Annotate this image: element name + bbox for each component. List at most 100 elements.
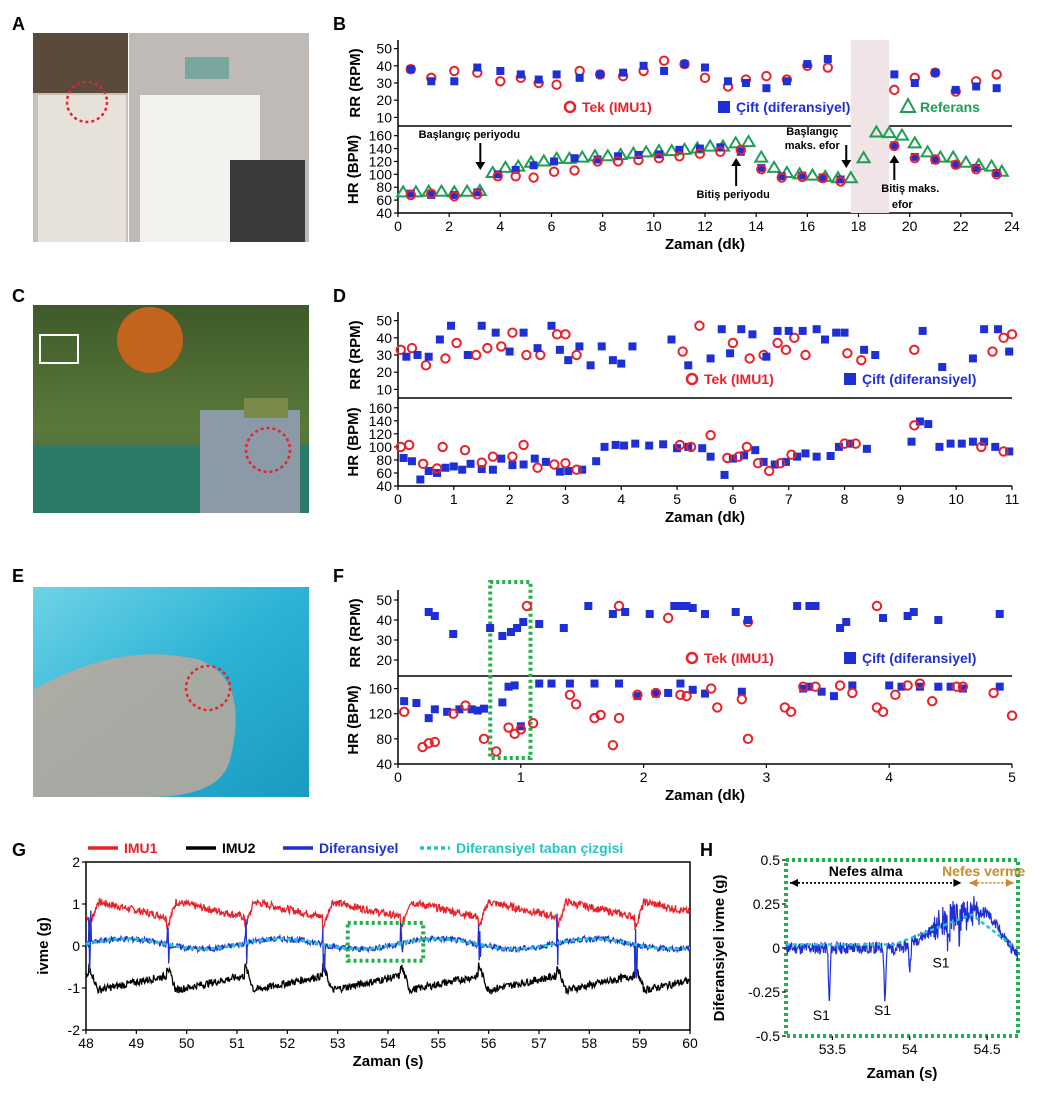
hr-single-point [705,683,717,694]
hr-single-point [775,457,786,469]
rr-ytick-label: 50 [376,41,392,57]
d-legend-marker-pair [844,373,856,385]
rr-pair-point [823,54,832,63]
hr-single-point [478,733,490,745]
g-legend-label-0: IMU1 [124,840,158,856]
hr-pair-point [578,465,587,474]
hr-single-point [595,709,606,721]
hr-ytick-label: 140 [369,141,393,157]
x-xtick-label: 6 [548,218,556,234]
hr-ref-point [881,125,897,139]
rr-single-point [679,58,690,70]
rr-pair-point [463,351,472,359]
rr-pair-point [430,612,439,620]
hr-single-point [405,189,416,201]
hr-pair-point [511,165,520,174]
rr-pair-point [701,63,709,72]
hr-ytick-label: 100 [369,166,393,182]
rr-ylabel: RR (RPM) [347,598,364,667]
rr-pair-point [533,344,542,353]
rr-pair-point [931,68,940,77]
hr-ytick-label: 80 [376,452,392,468]
hr-ytick-label: 60 [376,465,392,481]
hr-single-point [403,439,415,451]
g-xtick-label: 52 [280,1035,296,1051]
hr-single-point [776,172,787,183]
rr-single-point [1006,329,1018,340]
hr-ref-point [894,127,910,141]
rr-pair-point [628,342,637,351]
hr-pair-point [992,169,1001,178]
x-xtick-label: 0 [394,218,402,234]
rr-pair-point [784,326,793,335]
rr-pair-point [552,70,561,79]
hr-single-point [756,163,767,175]
rr-pair-point [737,325,746,334]
hr-pair-point [980,437,989,446]
hr-single-point [835,176,846,187]
hr-single-point [736,694,748,705]
hr-single-point [518,439,529,451]
max-effort-shade [850,40,890,213]
g-xtick-label: 51 [229,1035,245,1051]
hr-single-point [817,173,828,184]
hr-pair-point [676,679,685,688]
hr-pair-point [931,156,940,165]
sensor-location-circle-e [184,664,232,712]
hr-pair-point [458,465,467,474]
rr-ytick-label: 50 [376,313,392,329]
d-legend-label: Çift (diferansiyel) [862,371,976,387]
rr-pair-point [660,66,669,75]
rr-pair-point [972,82,981,91]
f-legend-marker-pair [844,652,856,664]
x-xtick-label: 5 [1008,769,1016,785]
d-legend-label: Tek (IMU1) [704,371,774,387]
x-xtick-label: 4 [496,218,504,234]
hr-pair-point [600,442,609,451]
hr-pair-point [995,682,1004,691]
hr-pair-point [951,160,960,169]
hr-pair-point [651,689,660,698]
x-xtick-label: 9 [896,491,904,507]
h-phase-inhale-head-right [953,878,962,887]
hr-single-point [650,687,662,699]
x-xtick-label: 1 [517,769,525,785]
photo-a-face-shadow [33,33,128,93]
hr-pair-point [504,682,513,691]
hr-ref-point [727,135,744,149]
rr-pair-point [731,608,740,616]
rr-ytick-label: 20 [376,652,392,668]
hr-pair-point [473,188,482,197]
x-xtick-label: 7 [785,491,793,507]
g-xtick-label: 50 [179,1035,195,1051]
hr-ytick-label: 120 [369,153,393,169]
hr-single-point [607,739,619,751]
rr-single-point [856,354,867,366]
hr-ytick-label: 60 [376,192,392,208]
g-legend-label-1: IMU2 [222,840,256,856]
hr-pair-point [910,152,919,161]
h-xtick-label: 53.5 [819,1041,846,1057]
hr-single-point [763,465,775,477]
h-phase-exhale-label: Nefes verme [942,863,1025,879]
rr-ytick-label: 50 [376,592,392,608]
rr-pair-point [519,618,528,626]
hr-single-point [850,438,861,449]
hr-pair-point [400,697,409,706]
hr-ref-point [497,159,514,173]
hr-single-point [560,457,571,469]
hr-pair-point [620,441,629,450]
rr-pair-point [688,604,697,612]
rr-pair-point [762,352,771,361]
rr-pair-point [821,335,830,344]
hr-pair-point [736,147,745,156]
rr-pair-point [811,602,820,610]
hr-ref-point [919,144,936,158]
g-ytick-label: -2 [68,1022,81,1038]
hr-pair-point [946,439,955,448]
hr-single-point [914,678,926,689]
h-xlabel: Zaman (s) [867,1065,938,1082]
hr-pair-point [547,679,556,688]
hr-single-point [633,154,644,166]
annotation-end-max-1: Bitiş maks. [881,183,939,195]
